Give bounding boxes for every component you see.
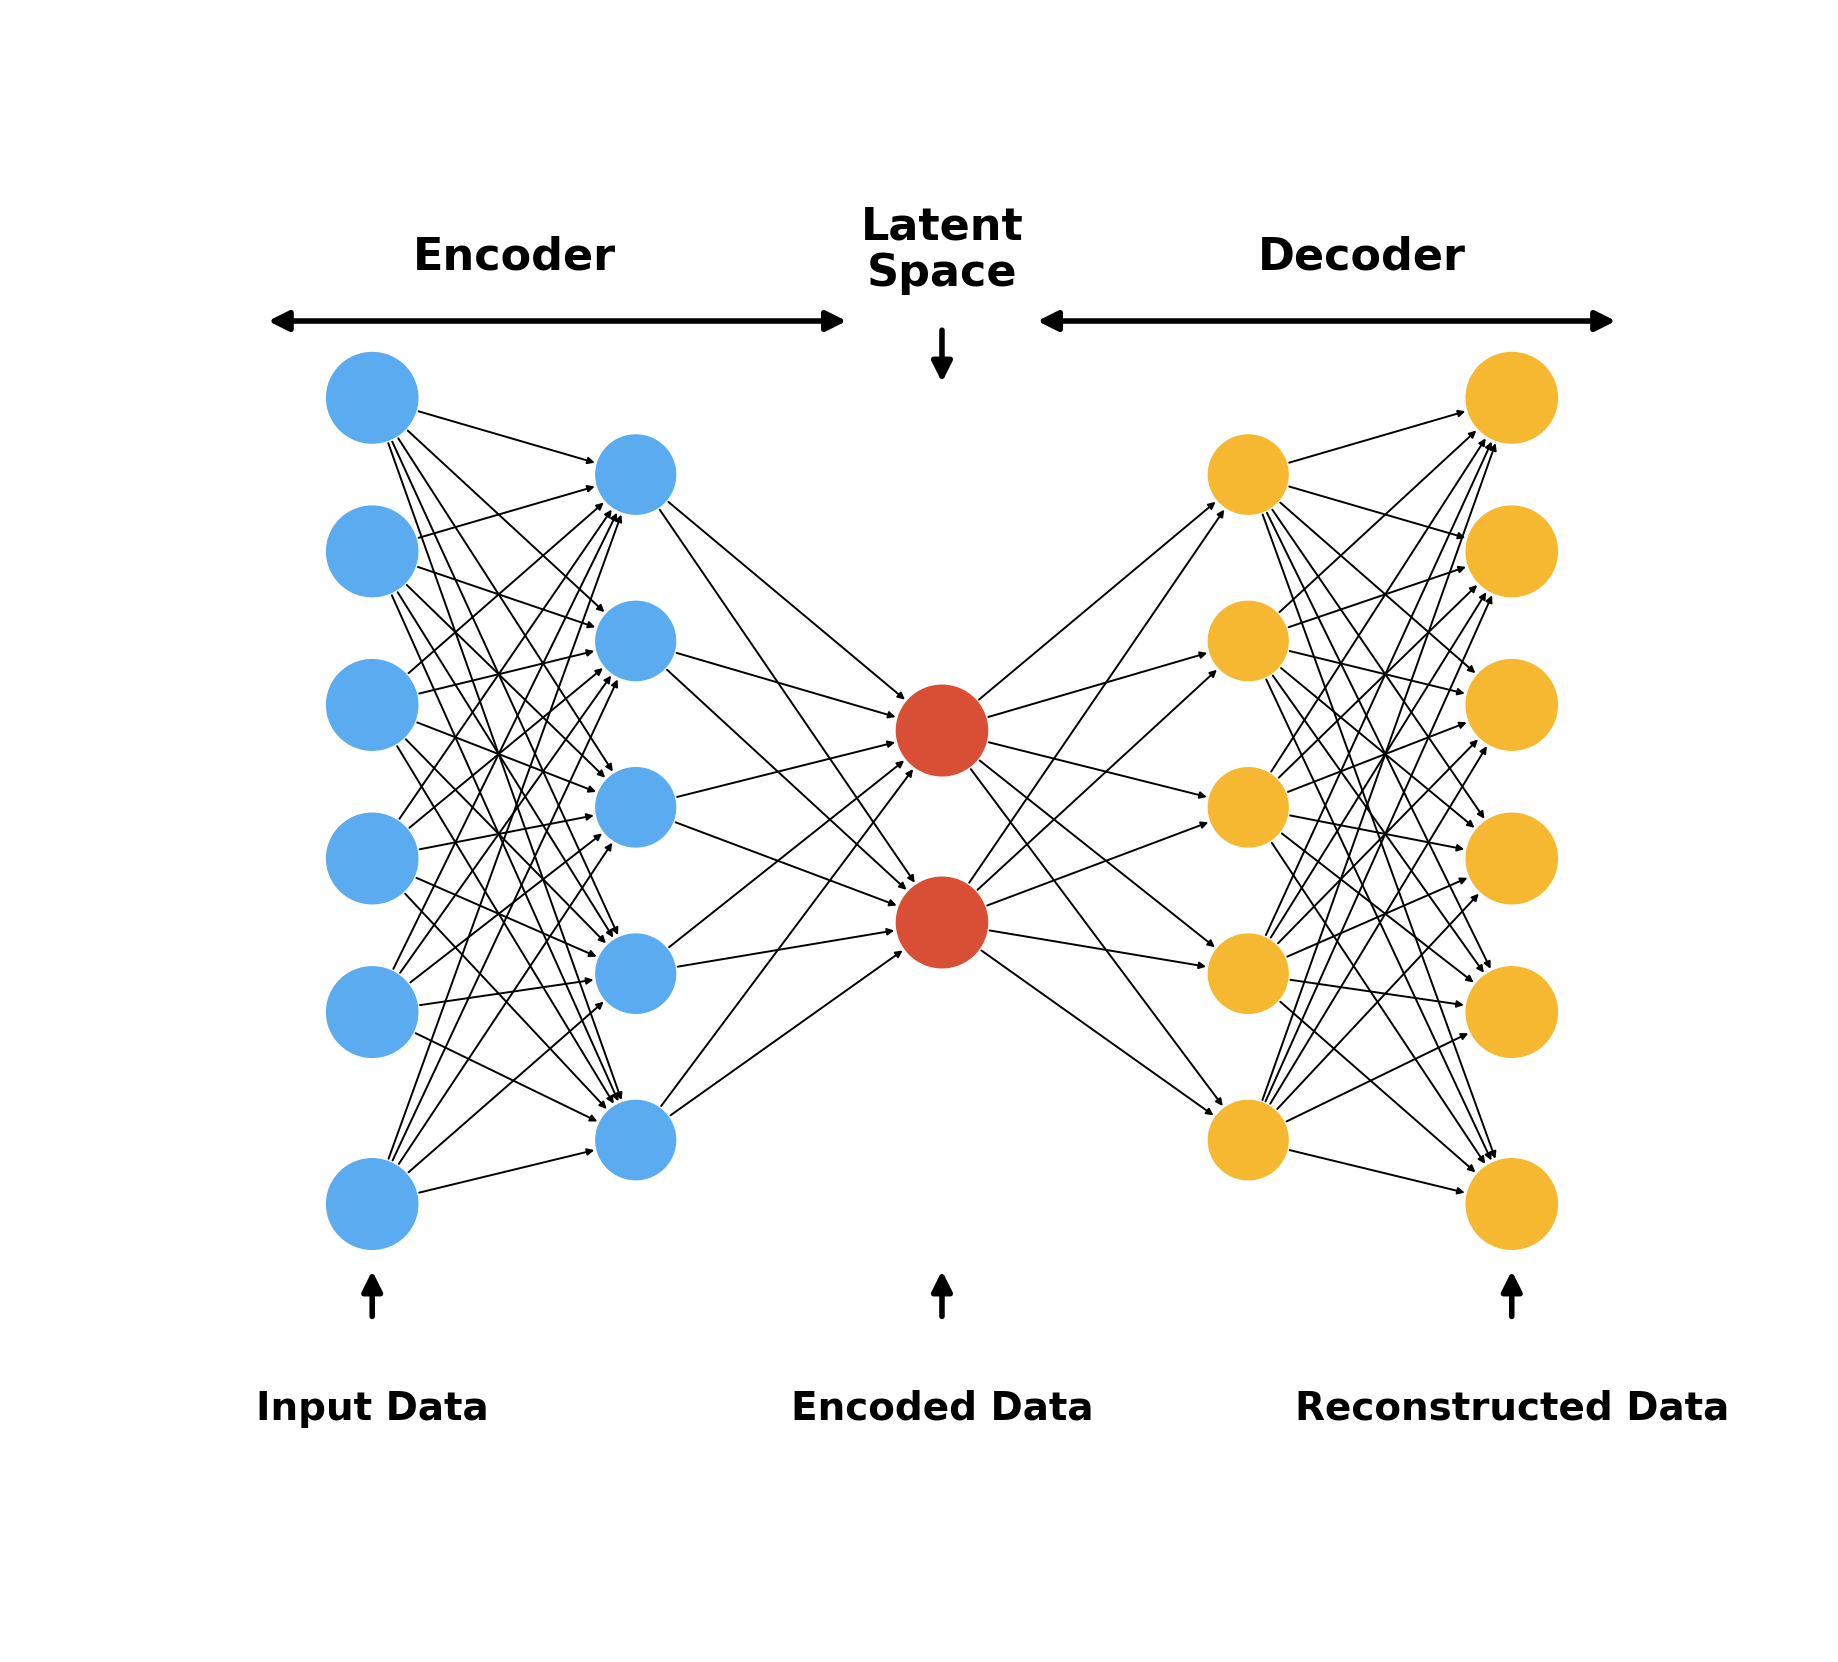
Ellipse shape xyxy=(596,602,676,680)
Ellipse shape xyxy=(1208,934,1288,1014)
Ellipse shape xyxy=(596,1100,676,1180)
Ellipse shape xyxy=(327,813,417,904)
Ellipse shape xyxy=(327,967,417,1057)
Ellipse shape xyxy=(1208,602,1288,680)
Ellipse shape xyxy=(1467,967,1557,1057)
Ellipse shape xyxy=(897,878,987,967)
Text: Encoded Data: Encoded Data xyxy=(790,1389,1094,1428)
Ellipse shape xyxy=(1208,1100,1288,1180)
Text: Reconstructed Data: Reconstructed Data xyxy=(1294,1389,1730,1428)
Text: Latent
Space: Latent Space xyxy=(860,206,1024,296)
Ellipse shape xyxy=(596,768,676,848)
Ellipse shape xyxy=(596,435,676,514)
Ellipse shape xyxy=(1208,768,1288,848)
Ellipse shape xyxy=(596,934,676,1014)
Ellipse shape xyxy=(1467,1158,1557,1250)
Ellipse shape xyxy=(1467,813,1557,904)
Ellipse shape xyxy=(327,1158,417,1250)
Ellipse shape xyxy=(1467,660,1557,750)
Ellipse shape xyxy=(327,507,417,597)
Ellipse shape xyxy=(327,352,417,444)
Text: Input Data: Input Data xyxy=(255,1389,489,1428)
Text: Decoder: Decoder xyxy=(1259,236,1467,279)
Ellipse shape xyxy=(327,660,417,750)
Text: Encoder: Encoder xyxy=(414,236,616,279)
Ellipse shape xyxy=(1467,352,1557,444)
Ellipse shape xyxy=(1467,507,1557,597)
Ellipse shape xyxy=(1208,435,1288,514)
Ellipse shape xyxy=(897,685,987,776)
